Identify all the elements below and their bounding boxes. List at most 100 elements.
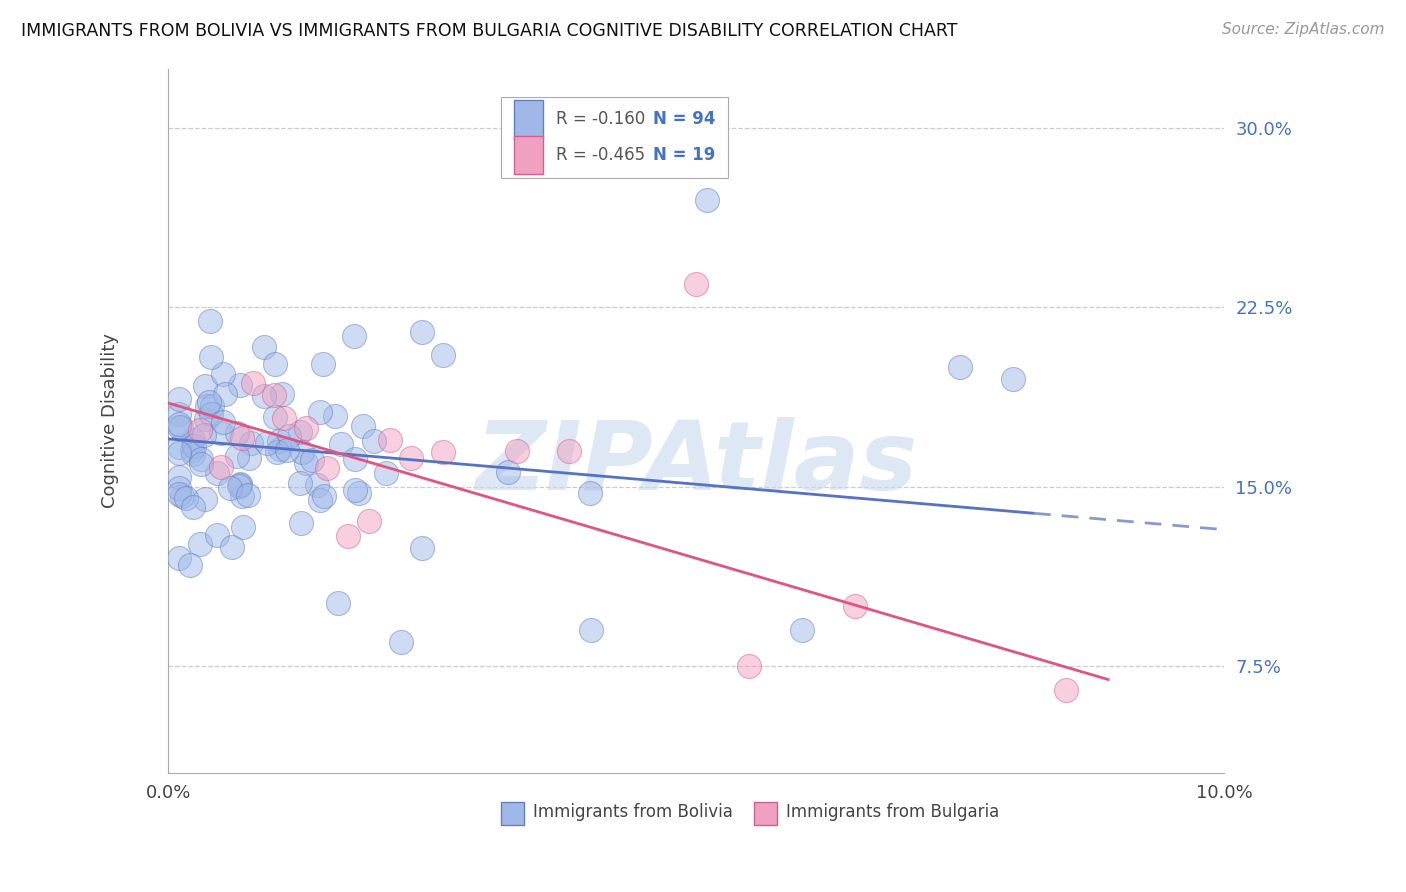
Point [315,461,337,475]
Point [205,527,228,541]
Point [183,447,205,461]
Text: ZIPAtlas: ZIPAtlas [475,417,917,509]
Point [352,418,374,433]
Point [194,379,217,393]
Point [291,445,314,459]
Point [167,407,190,421]
Point [290,476,312,491]
Text: R = -0.465: R = -0.465 [555,146,645,164]
Point [1054,682,1077,697]
Point [256,436,278,450]
Point [738,658,761,673]
Point [190,458,212,472]
Point [266,444,288,458]
Point [307,477,329,491]
Point [193,428,215,442]
Point [219,482,242,496]
Point [236,488,259,502]
Point [183,434,205,448]
Point [309,492,332,507]
Point [229,378,252,392]
Point [844,599,866,613]
Point [174,491,197,505]
Point [263,357,285,371]
Point [294,456,316,470]
Point [579,623,602,637]
Point [326,596,349,610]
Point [226,426,249,441]
Point [309,405,332,419]
Point [198,394,221,409]
Point [290,516,312,530]
Point [167,481,190,495]
Point [167,486,190,500]
Point [229,476,252,491]
Point [1001,372,1024,386]
Point [253,389,276,403]
Point [290,425,312,440]
Point [253,340,276,354]
Text: N = 19: N = 19 [652,146,716,164]
Point [195,399,218,413]
Point [411,541,433,555]
Point [301,453,323,467]
Point [399,450,422,465]
Point [200,351,222,365]
Text: IMMIGRANTS FROM BOLIVIA VS IMMIGRANTS FROM BULGARIA COGNITIVE DISABILITY CORRELA: IMMIGRANTS FROM BOLIVIA VS IMMIGRANTS FR… [21,22,957,40]
Point [432,445,454,459]
Point [170,420,193,434]
Point [200,313,222,327]
Point [167,441,190,455]
Point [229,477,252,491]
FancyBboxPatch shape [754,802,778,825]
Point [363,434,385,448]
Point [294,421,316,435]
Point [183,439,205,453]
Text: Source: ZipAtlas.com: Source: ZipAtlas.com [1222,22,1385,37]
Text: N = 94: N = 94 [652,111,716,128]
Point [207,466,229,480]
Point [188,423,211,437]
Point [167,417,190,431]
Point [200,407,222,421]
Point [329,437,352,451]
Point [269,442,291,456]
Point [167,469,190,483]
Point [167,446,190,460]
Point [231,489,253,503]
Point [374,467,396,481]
Point [357,514,380,528]
Point [378,434,401,448]
Point [323,409,346,423]
Point [238,450,260,465]
Point [389,635,412,649]
Point [167,392,190,407]
FancyBboxPatch shape [501,96,728,178]
Point [263,388,285,402]
Point [343,452,366,467]
Point [181,500,204,514]
Text: Immigrants from Bulgaria: Immigrants from Bulgaria [786,803,1000,822]
Text: R = -0.160: R = -0.160 [555,111,645,128]
Point [267,434,290,449]
Point [432,348,454,362]
Point [240,435,263,450]
FancyBboxPatch shape [501,802,524,825]
Point [558,443,581,458]
Point [312,358,335,372]
Point [277,428,299,442]
Point [347,486,370,500]
Point [271,387,294,401]
Point [949,360,972,375]
Point [496,466,519,480]
Point [336,529,359,543]
Text: Cognitive Disability: Cognitive Disability [101,334,120,508]
Point [696,193,718,207]
Point [411,325,433,339]
Point [273,411,295,425]
Point [194,411,217,425]
Point [221,540,243,554]
Point [231,431,253,445]
Point [194,491,217,506]
Point [212,415,235,429]
